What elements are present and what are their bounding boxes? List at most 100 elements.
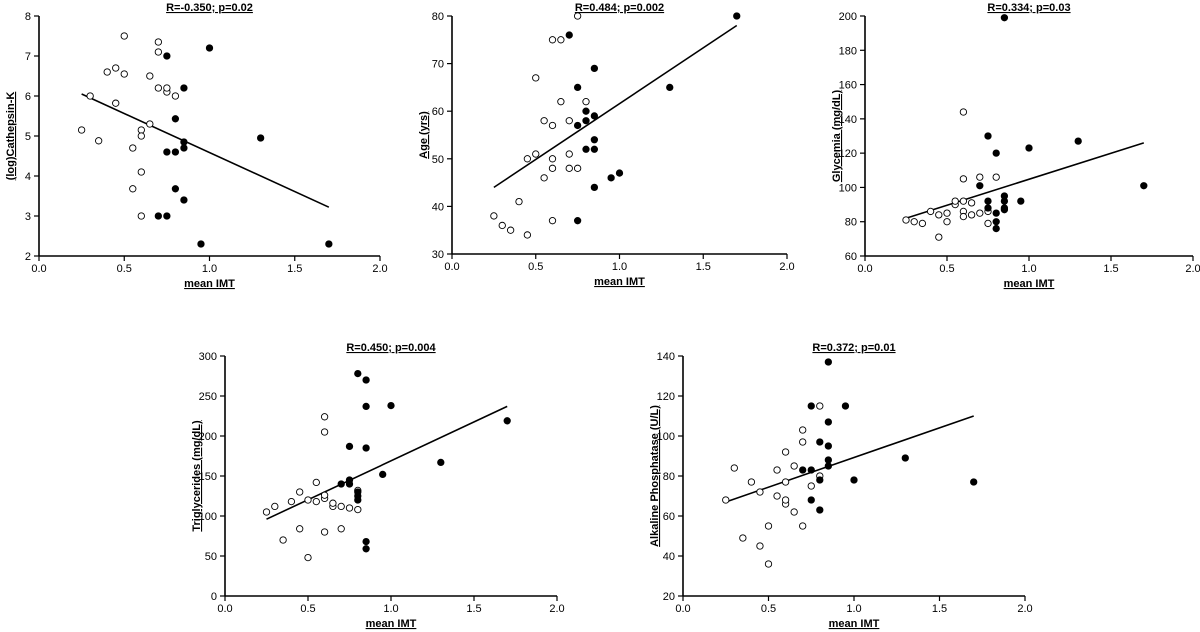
data-point-open [976,209,984,217]
data-point-filled [582,117,590,125]
data-point-open [992,173,1000,181]
data-point-open [790,462,798,470]
data-point-open [902,216,910,224]
data-point-open [137,168,145,176]
data-point-filled [573,83,582,92]
data-point-open [296,525,304,533]
data-point-open [790,508,798,516]
data-point-filled [824,418,832,426]
x-axis-title: mean IMT [829,618,880,630]
data-point-open [967,211,976,219]
data-point-open [540,174,548,182]
data-point-filled [379,470,387,479]
x-tick-label: 2.0 [1017,603,1032,615]
data-point-filled [1000,197,1009,205]
data-point-open [498,221,506,230]
data-point-filled [362,402,370,411]
panel-title: R=0.334; p=0.03 [987,2,1070,14]
data-point-filled [901,454,909,462]
data-point-open [781,496,790,504]
data-point-open [287,497,296,506]
data-point-open [756,488,764,496]
y-tick-label: 120 [657,391,675,403]
data-point-filled [807,402,815,410]
data-point-filled [824,442,832,450]
data-point-filled [171,115,180,123]
y-tick-label: 140 [839,114,857,126]
data-point-open [262,508,271,516]
axes: 0.0 0.5 1.0 1.5 2.0 2 3 4 5 6 7 8 [25,11,388,275]
data-point-open [943,218,951,226]
data-point-filled [824,358,832,366]
data-point-filled [387,401,395,410]
data-point-filled [992,224,1000,233]
data-point-filled [607,174,615,182]
x-tick-label: 0.5 [528,261,543,273]
data-point-open [154,84,163,92]
data-point-filled [816,506,824,514]
x-tick-label: 0.5 [117,263,132,275]
y-tick-label: 40 [663,551,675,563]
panel-title: R=0.450; p=0.004 [346,342,436,354]
data-point-open [582,98,590,106]
data-point-open [548,121,557,130]
y-tick-label: 80 [845,217,857,229]
data-point-filled [345,442,354,451]
data-point-filled [205,44,214,52]
data-point-open [764,560,773,568]
data-point-open [337,525,345,533]
y-tick-label: 60 [663,511,675,523]
data-point-open [764,522,773,530]
data-point-open [320,528,329,536]
data-point-open [120,32,128,40]
data-point-filled [984,197,992,205]
x-tick-label: 2.0 [549,603,564,615]
data-point-filled [976,182,984,190]
data-point-open [320,413,329,421]
data-point-filled [163,212,171,220]
data-point-filled [816,476,824,484]
panel-title: R=0.372; p=0.01 [812,342,895,354]
data-point-filled [807,496,815,504]
data-point-filled [582,107,590,115]
data-point-filled [362,376,370,384]
y-tick-label: 140 [657,351,675,363]
data-point-filled [325,240,333,248]
data-point-open [984,219,992,228]
data-point-open [959,175,968,183]
data-point-filled [362,444,370,452]
x-tick-label: 1.0 [1021,263,1036,275]
data-point-filled [362,537,370,546]
data-point-open [146,72,154,80]
y-axis-title: Triglycerides (mg/dL) [191,420,203,532]
y-tick-label: 60 [432,106,444,118]
x-tick-label: 0.5 [300,603,315,615]
data-point-filled [337,480,345,488]
data-point-filled [615,169,624,177]
y-tick-label: 30 [432,249,444,261]
x-tick-label: 0.0 [31,263,46,275]
data-point-filled [573,121,582,130]
data-point-open [799,438,807,446]
y-tick-label: 80 [432,11,444,23]
data-point-open [540,117,548,125]
open-marker-series [262,413,362,562]
axes: 0.0 0.5 1.0 1.5 2.0 30 40 50 60 70 80 [432,11,795,273]
y-tick-label: 0 [211,591,217,603]
data-point-open [137,212,145,220]
data-point-open [154,38,163,46]
data-point-open [163,84,171,92]
data-point-open [799,522,807,530]
data-point-filled [666,83,674,92]
data-point-open [337,502,345,511]
data-point-open [279,536,287,544]
data-point-open [951,197,959,205]
data-point-open [95,137,103,145]
data-point-open [154,48,163,56]
data-point-filled [573,217,582,225]
data-point-filled [163,148,171,156]
regression-line [725,415,974,503]
data-point-open [573,12,582,20]
regression-line [81,93,330,208]
